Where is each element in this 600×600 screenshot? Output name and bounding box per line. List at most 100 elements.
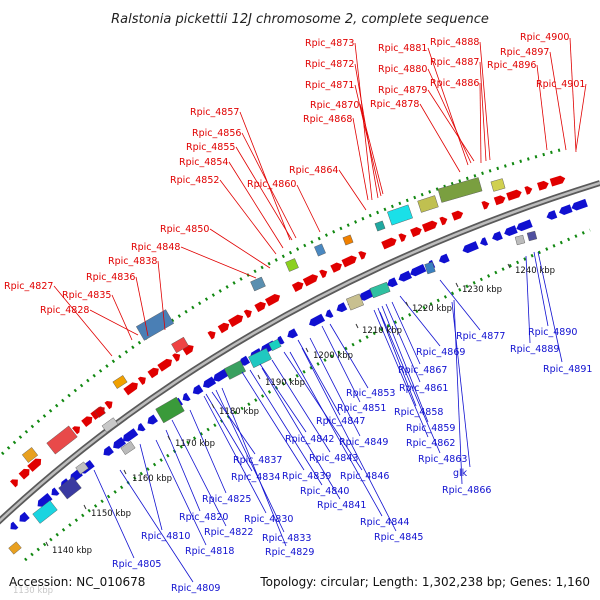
gene-label: Rpic_4845 <box>374 532 423 543</box>
forward-gene-arrow <box>265 294 281 307</box>
label-leader-line <box>93 469 135 559</box>
label-leader-line <box>427 68 472 164</box>
label-leader-line <box>352 117 369 201</box>
gene-label: Rpic_4889 <box>510 344 559 355</box>
feature-box <box>387 204 413 226</box>
gene-label: Rpic_4860 <box>247 179 296 190</box>
label-leader-line <box>139 443 163 531</box>
feature-box <box>171 336 189 354</box>
feature-box <box>112 375 128 389</box>
reverse-gene-arrow <box>336 302 348 313</box>
label-leader-line <box>338 169 367 211</box>
gene-label: Rpic_4840 <box>300 486 349 497</box>
label-leader-line <box>249 369 323 486</box>
gene-label: Rpic_4827 <box>4 281 53 292</box>
label-leader-line <box>239 111 291 241</box>
tick-label: 1170 kbp <box>175 439 215 449</box>
scale-tick-mark <box>257 374 261 380</box>
label-leader-line <box>479 61 487 162</box>
gene-label: Rpic_4828 <box>40 305 89 316</box>
gene-label: Rpic_4887 <box>430 57 479 68</box>
gene-label: Rpic_4864 <box>289 165 338 176</box>
label-leader-line <box>119 469 194 583</box>
reverse-gene-arrow <box>51 487 60 496</box>
label-leader-line <box>235 146 293 241</box>
gene-label: Rpic_4834 <box>231 472 280 483</box>
forward-gene-arrow <box>421 220 438 233</box>
forward-gene-arrow <box>291 281 304 292</box>
gene-label: Rpic_4866 <box>442 485 491 496</box>
reverse-gene-arrow <box>480 237 489 246</box>
feature-box <box>94 406 106 418</box>
label-leader-line <box>209 228 271 269</box>
label-leader-line <box>359 103 384 195</box>
gene-label: Rpic_4857 <box>190 107 239 118</box>
gene-label: Rpic_4881 <box>378 43 427 54</box>
label-leader-line <box>533 251 549 327</box>
feature-box <box>285 258 299 272</box>
label-leader-line <box>241 371 305 471</box>
tick-label: 1200 kbp <box>313 351 353 361</box>
feature-box <box>424 261 436 275</box>
forward-gene-arrow <box>172 353 181 362</box>
gene-label: Rpic_4872 <box>305 59 354 70</box>
tick-label-faint: 1130 kbp <box>13 586 53 596</box>
gene-label: Rpic_4868 <box>303 114 352 125</box>
label-leader-line <box>575 83 587 151</box>
reverse-gene-arrow <box>504 225 518 237</box>
gene-label: Rpic_4809 <box>171 583 220 594</box>
forward-gene-arrow <box>18 468 30 480</box>
forward-gene-arrow <box>302 274 318 287</box>
feature-box <box>248 347 272 369</box>
gene-label: Rpic_4853 <box>346 388 395 399</box>
forward-gene-arrow <box>137 376 146 385</box>
gene-label: Rpic_4833 <box>262 533 311 544</box>
reverse-gene-arrow <box>147 414 158 425</box>
feature-box <box>250 276 266 292</box>
gc-track-outer <box>0 148 561 456</box>
forward-gene-arrow <box>217 322 230 334</box>
feature-box <box>32 500 58 524</box>
feature-box <box>223 360 247 380</box>
gene-label: Rpic_4869 <box>416 347 465 358</box>
gene-label: Rpic_4856 <box>192 128 241 139</box>
reverse-gene-arrow <box>438 253 450 264</box>
tick-label: 1150 kbp <box>91 509 131 519</box>
label-leader-line <box>537 251 563 363</box>
feature-box <box>437 177 483 203</box>
forward-gene-arrow <box>157 358 173 372</box>
reverse-gene-arrow <box>19 511 30 522</box>
reverse-gene-arrow <box>410 264 427 277</box>
reverse-gene-arrow <box>122 428 139 442</box>
forward-gene-arrow <box>147 367 159 379</box>
label-leader-line <box>525 255 531 344</box>
feature-box <box>490 178 506 192</box>
label-leader-line <box>329 323 369 389</box>
forward-gene-arrow <box>549 175 566 187</box>
reverse-gene-arrow <box>137 423 146 432</box>
tick-label: 1240 kbp <box>515 266 555 276</box>
feature-box <box>346 293 364 311</box>
gene-label: Rpic_4877 <box>456 331 505 342</box>
tick-label: 1160 kbp <box>132 474 172 484</box>
label-leader-line <box>549 51 567 151</box>
scale-tick-mark <box>123 469 127 475</box>
feature-box <box>314 243 326 257</box>
bottom-label-leaders <box>93 251 563 583</box>
label-leader-line <box>373 309 429 438</box>
forward-gene-arrow <box>72 426 81 435</box>
label-leader-line <box>135 276 149 337</box>
feature-box <box>374 220 386 232</box>
reverse-gene-arrow <box>546 210 558 220</box>
scale-tick-mark <box>355 323 359 329</box>
gene-label: Rpic_4848 <box>131 242 180 253</box>
forward-gene-arrow <box>81 416 93 428</box>
reverse-gene-arrow <box>287 328 299 339</box>
scale-tick-mark <box>211 403 215 409</box>
reverse-gene-arrow <box>558 204 573 216</box>
accession-text: Accession: NC_010678 <box>9 575 145 589</box>
feature-box <box>8 541 22 555</box>
scale-tick-mark <box>305 347 309 353</box>
